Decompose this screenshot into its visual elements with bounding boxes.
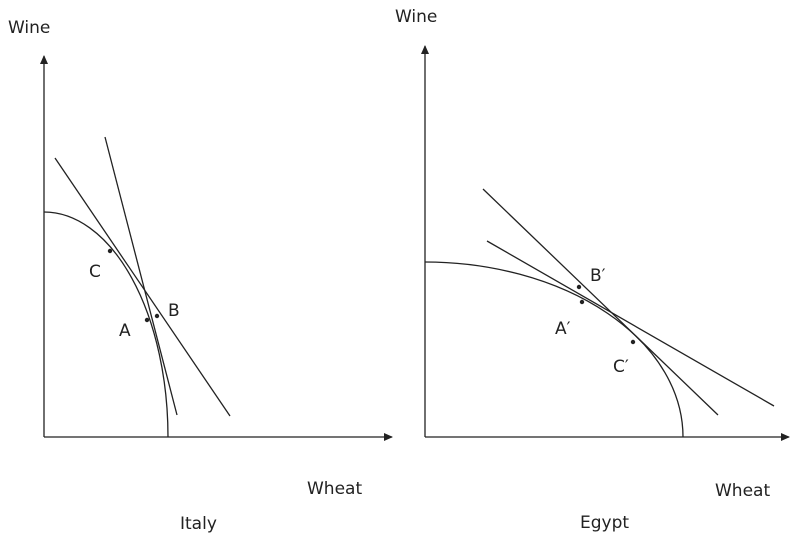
price-line: [54, 157, 231, 417]
y-axis-label: Wine: [8, 18, 50, 38]
point-label: A: [119, 321, 131, 341]
point-label: B′: [590, 266, 606, 286]
point-label: C′: [613, 357, 629, 377]
point: [579, 299, 585, 305]
x-axis-label: Wheat: [715, 481, 770, 501]
panel-italy: C A B Wine Wheat Italy: [8, 18, 393, 534]
point-label: C: [89, 262, 101, 282]
point: [576, 284, 582, 290]
panel-title: Italy: [180, 514, 217, 534]
point-label: B: [168, 301, 180, 321]
point-label: A′: [555, 319, 571, 339]
point: [144, 317, 150, 323]
panel-title: Egypt: [580, 513, 629, 533]
point: [107, 248, 113, 254]
price-line: [104, 136, 178, 416]
panel-egypt: B′ A′ C′ Wine Wheat Egypt: [395, 7, 790, 533]
ppf-curve: [43, 211, 169, 438]
x-axis-label: Wheat: [307, 479, 362, 499]
price-line: [486, 240, 775, 407]
price-line: [482, 188, 719, 416]
ppf-curve: [424, 261, 684, 438]
point: [154, 313, 160, 319]
y-axis-label: Wine: [395, 7, 437, 27]
point: [630, 339, 636, 345]
